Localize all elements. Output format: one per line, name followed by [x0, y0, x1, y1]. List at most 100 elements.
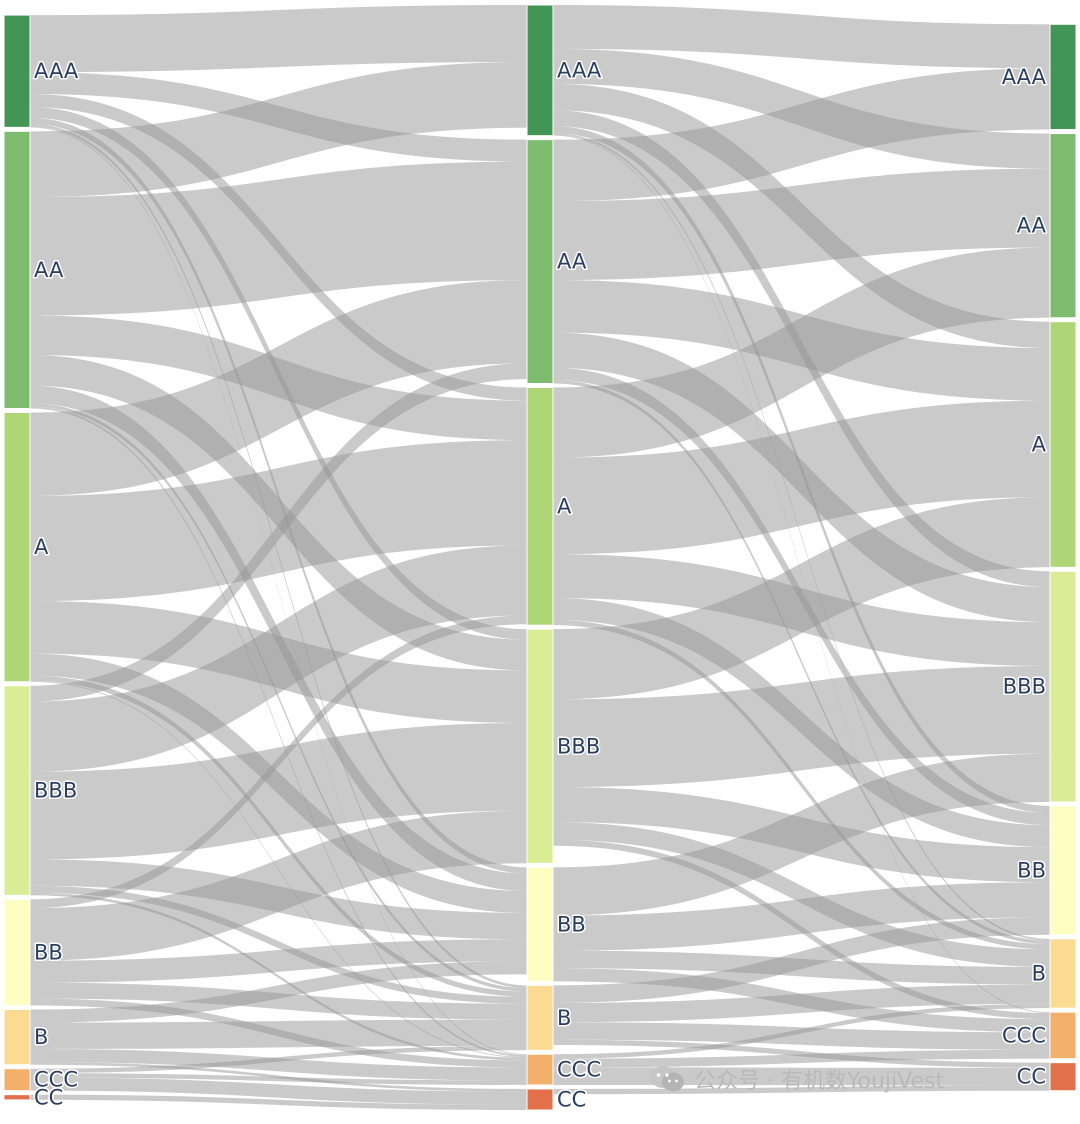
link-L1_A-to-L2_AA — [553, 247, 1050, 458]
link-L0_BBB-to-L1_CCC — [30, 892, 527, 1061]
node-label-L2_AAA: AAA — [1002, 65, 1047, 89]
link-L1_AAA-to-L2_B — [553, 133, 1050, 941]
node-label-L2_BB: BB — [1017, 858, 1046, 882]
link-L0_BBB-to-L1_B — [30, 885, 527, 1004]
link-L0_CCC-to-L1_B — [30, 1045, 527, 1074]
node-L2_BB[interactable] — [1049, 805, 1077, 936]
node-L2_CCC[interactable] — [1049, 1011, 1077, 1060]
link-L1_AA-to-L2_B — [553, 379, 1050, 945]
node-L2_A[interactable] — [1049, 321, 1077, 568]
node-label-L2_BBB: BBB — [1003, 675, 1046, 699]
watermark-text: 公众号 · 有机数YoujiVest — [694, 1069, 945, 1094]
link-L1_BB-to-L2_BB — [553, 882, 1050, 951]
node-L0_CC[interactable] — [3, 1094, 31, 1101]
link-L1_AAA-to-L2_AAA — [553, 5, 1050, 69]
link-L0_BB-to-L1_A — [30, 615, 527, 909]
node-L2_AAA[interactable] — [1049, 23, 1077, 131]
node-label-L1_AAA: AAA — [557, 58, 602, 82]
node-L1_CCC[interactable] — [526, 1053, 554, 1086]
node-label-L1_A: A — [557, 494, 572, 518]
link-L1_BBB-to-L2_B — [553, 822, 1050, 967]
node-label-L1_CC: CC — [557, 1087, 586, 1111]
link-L1_B-to-L2_CCC — [553, 1022, 1050, 1050]
node-L0_AA[interactable] — [3, 130, 31, 409]
node-L0_AAA[interactable] — [3, 14, 31, 128]
node-label-L0_AA: AA — [34, 258, 64, 282]
watermark: 公众号 · 有机数YoujiVest — [648, 1062, 944, 1096]
node-L0_A[interactable] — [3, 411, 31, 683]
node-label-L0_BB: BB — [34, 940, 63, 964]
node-label-L0_B: B — [34, 1025, 48, 1049]
link-L1_B-to-L2_CC — [553, 1039, 1050, 1068]
node-L2_CC[interactable] — [1049, 1062, 1077, 1092]
node-label-L1_B: B — [557, 1006, 571, 1030]
link-L1_BBB-to-L2_A — [553, 497, 1050, 700]
node-label-L0_A: A — [34, 535, 49, 559]
link-L0_B-to-L1_BB — [30, 961, 527, 1023]
node-label-L2_AA: AA — [1017, 214, 1047, 238]
link-L1_CCC-to-L2_CCC — [553, 1049, 1050, 1068]
link-L0_CCC-to-L1_CC — [30, 1077, 527, 1105]
link-L0_CCC-to-L1_CCC — [30, 1073, 527, 1085]
node-label-L2_CC: CC — [1017, 1065, 1046, 1089]
link-L0_AA-to-L1_AAA — [30, 62, 527, 198]
link-L0_B-to-L1_CCC — [30, 1048, 527, 1081]
sankey-labels: AAAAAABBBBBBCCCCCAAAAAABBBBBBCCCCCAAAAAA… — [33, 57, 1049, 1113]
node-label-L0_BBB: BBB — [34, 779, 77, 803]
link-L1_A-to-L2_A — [553, 400, 1050, 555]
node-label-L2_CCC: CCC — [1002, 1023, 1046, 1047]
node-label-L1_AA: AA — [557, 250, 587, 274]
link-L0_BBB-to-L1_A — [30, 545, 527, 772]
link-L0_BB-to-L1_BB — [30, 939, 527, 983]
node-L2_BBB[interactable] — [1049, 570, 1077, 803]
node-L0_BB[interactable] — [3, 898, 31, 1006]
link-L0_AA-to-L1_CCC — [30, 406, 527, 1057]
wechat-icon — [650, 1066, 684, 1092]
node-label-L2_B: B — [1032, 962, 1046, 986]
node-L0_B[interactable] — [3, 1008, 31, 1066]
link-L1_BBB-to-L2_BBB — [553, 666, 1050, 788]
link-L1_B-to-L2_B — [553, 984, 1050, 1023]
node-L2_B[interactable] — [1049, 938, 1077, 1009]
sankey-links — [30, 5, 1050, 1110]
node-label-L1_BB: BB — [557, 912, 586, 936]
link-L0_AA-to-L1_AA — [30, 161, 527, 316]
link-L1_A-to-L2_B — [553, 619, 1050, 950]
link-L0_A-to-L1_AA — [30, 280, 527, 496]
link-L0_BB-to-L1_BBB — [30, 810, 527, 961]
node-label-L0_CCC: CCC — [34, 1068, 78, 1092]
node-L1_A[interactable] — [526, 386, 554, 626]
node-L1_B[interactable] — [526, 984, 554, 1051]
link-L1_B-to-L2_BB — [553, 917, 1050, 1003]
node-L0_CCC[interactable] — [3, 1068, 31, 1092]
link-L1_AA-to-L2_AAA — [553, 68, 1050, 202]
node-L2_AA[interactable] — [1049, 133, 1077, 319]
node-label-L0_CC: CC — [34, 1085, 63, 1109]
link-L0_B-to-L1_B — [30, 1019, 527, 1049]
link-L1_CCC-to-L2_B — [553, 1003, 1050, 1059]
node-L1_AA[interactable] — [526, 139, 554, 384]
link-L0_AAA-to-L1_CCC — [30, 126, 527, 1056]
link-L0_AA-to-L1_B — [30, 403, 527, 992]
node-L1_BBB[interactable] — [526, 628, 554, 864]
node-label-L1_BBB: BBB — [557, 734, 600, 758]
node-label-L2_A: A — [1032, 433, 1047, 457]
link-L0_A-to-L1_B — [30, 675, 527, 997]
link-L0_BBB-to-L1_AA — [30, 363, 527, 702]
link-L0_A-to-L1_A — [30, 440, 527, 602]
sankey-nodes — [3, 4, 1077, 1111]
link-L0_BB-to-L1_B — [30, 982, 527, 1020]
node-label-L0_AAA: AAA — [34, 59, 79, 83]
link-L1_BB-to-L2_BBB — [553, 753, 1050, 916]
link-L0_BBB-to-L1_BBB — [30, 723, 527, 860]
link-L1_CC-to-L2_CC — [553, 1085, 1050, 1095]
node-L1_CC[interactable] — [526, 1088, 554, 1111]
node-L0_BBB[interactable] — [3, 685, 31, 896]
node-L1_BB[interactable] — [526, 866, 554, 982]
link-L0_CC-to-L1_CC — [30, 1094, 527, 1110]
link-L0_AAA-to-L1_AAA — [30, 5, 527, 73]
node-label-L1_CCC: CCC — [557, 1058, 601, 1082]
node-L1_AAA[interactable] — [526, 4, 554, 137]
link-L1_AA-to-L2_AA — [553, 168, 1050, 281]
